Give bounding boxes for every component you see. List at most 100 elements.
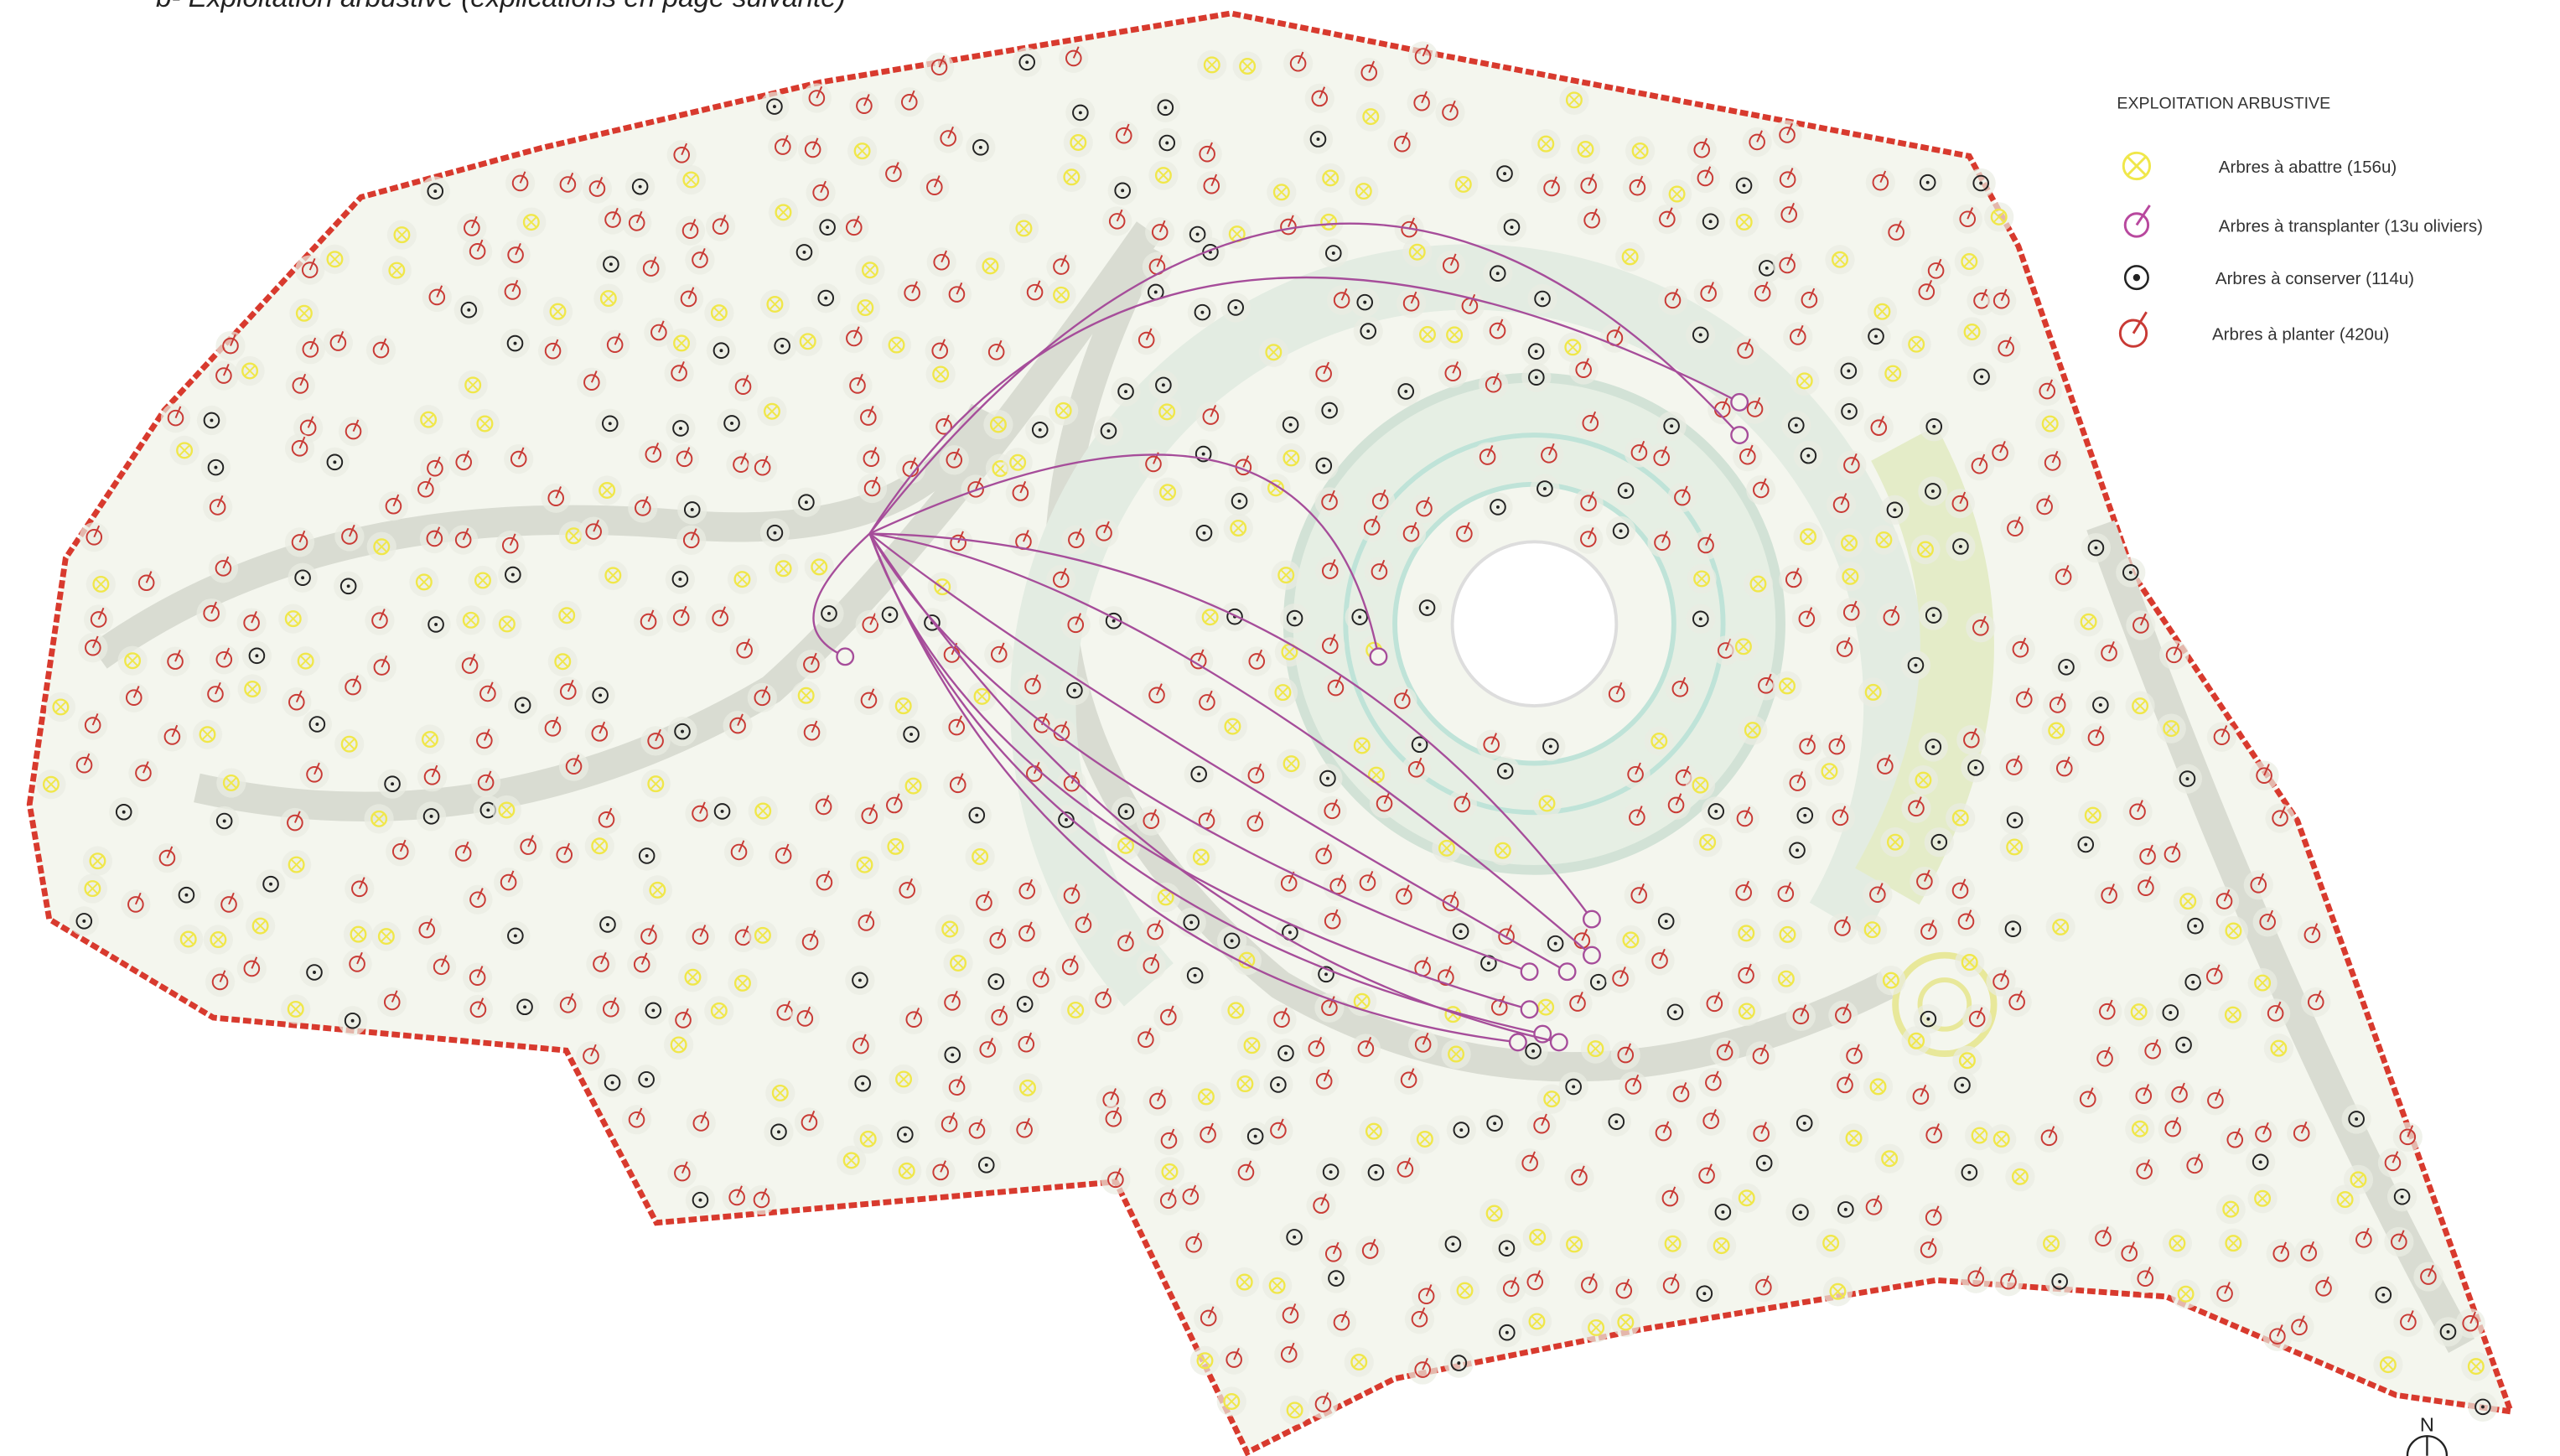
tree <box>1708 1197 1739 1227</box>
tree-symbol <box>1979 181 1983 185</box>
tree-symbol <box>2407 1125 2414 1137</box>
tree <box>2081 723 2112 753</box>
tree-symbol <box>1571 1168 1588 1186</box>
tree <box>578 516 609 547</box>
tree-symbol <box>1577 991 1583 1004</box>
tree <box>1646 443 1676 473</box>
tree-symbol <box>1322 1163 1340 1180</box>
tree-symbol <box>956 715 963 728</box>
tree <box>2078 801 2108 831</box>
tree-symbol <box>1692 776 1709 794</box>
tree-symbol <box>2096 1049 2113 1067</box>
tree-canopy <box>132 567 162 598</box>
tree-symbol <box>671 365 687 381</box>
tree-symbol <box>1246 1039 1258 1051</box>
tree <box>1153 1126 1184 1156</box>
tree-symbol <box>1927 262 1945 279</box>
tree-symbol <box>1334 676 1342 688</box>
tree <box>1230 1267 1260 1298</box>
tree <box>381 255 412 286</box>
tree-symbol <box>1075 613 1082 625</box>
tree-symbol <box>1120 840 1132 852</box>
tree-symbol <box>1159 484 1177 501</box>
tree-symbol <box>692 805 708 822</box>
tree-symbol <box>863 450 880 467</box>
tree-symbol <box>2051 1273 2068 1290</box>
tree-symbol <box>673 147 690 163</box>
tree <box>1056 162 1086 192</box>
tree-symbol <box>2446 1329 2450 1334</box>
tree <box>1309 359 1339 389</box>
tree-symbol <box>2019 637 2027 650</box>
tree <box>879 790 909 821</box>
tree-symbol <box>1230 939 1234 943</box>
tree-canopy <box>2088 1223 2118 1253</box>
tree-symbol <box>604 211 621 228</box>
tree-symbol <box>2132 617 2149 634</box>
tree-symbol <box>501 536 519 554</box>
tree-symbol <box>770 1123 787 1141</box>
tree-canopy <box>1657 285 1688 315</box>
tree-symbol <box>1072 46 1080 59</box>
tree-symbol <box>1026 283 1044 301</box>
tree <box>1195 602 1226 632</box>
tree-symbol <box>1070 883 1078 896</box>
tree-symbol <box>1158 169 1169 181</box>
tree-canopy <box>78 633 108 663</box>
tree-symbol <box>1701 137 1708 151</box>
tree-symbol <box>761 455 769 469</box>
tree-symbol <box>381 930 392 942</box>
tree-symbol <box>650 778 661 790</box>
tree-symbol <box>544 342 562 360</box>
tree-symbol <box>513 341 517 345</box>
tree <box>1666 1079 1697 1109</box>
tree-symbol <box>560 683 577 700</box>
tree-symbol <box>1313 1197 1329 1214</box>
tree <box>1241 760 1271 790</box>
tree-symbol <box>2139 848 2156 865</box>
tree-symbol <box>2314 990 2322 1003</box>
tree-symbol <box>2352 1174 2365 1185</box>
tree-symbol <box>1834 920 1851 936</box>
tree-symbol <box>427 183 444 199</box>
tree-symbol <box>1912 1088 1930 1105</box>
tree-symbol <box>1402 884 1410 897</box>
tree <box>759 91 790 122</box>
tree-symbol <box>1886 501 1904 519</box>
tree-symbol <box>674 1164 691 1182</box>
tree <box>851 908 881 938</box>
tree-symbol <box>1359 874 1376 891</box>
tree-symbol <box>1992 444 2008 461</box>
tree-symbol <box>2007 520 2024 537</box>
tree-symbol <box>1870 419 1888 436</box>
tree-symbol <box>1543 1091 1561 1108</box>
tree-symbol <box>2095 726 2102 738</box>
tree-symbol <box>1485 376 1502 393</box>
tree-symbol <box>2023 687 2030 700</box>
tree-symbol <box>1908 1032 1925 1049</box>
tree-symbol <box>812 184 829 201</box>
tree-symbol <box>294 569 311 587</box>
tree <box>1224 486 1255 516</box>
tree <box>896 719 926 749</box>
tree-symbol <box>2012 640 2029 658</box>
tree-symbol <box>1195 851 1207 863</box>
tree-symbol <box>1331 251 1335 255</box>
tree-symbol <box>909 457 917 469</box>
tree-symbol <box>863 94 870 106</box>
tree-symbol <box>856 97 873 114</box>
tree <box>2125 691 2155 721</box>
tree-symbol <box>1321 402 1338 419</box>
tree-symbol <box>2000 288 2008 302</box>
tree-symbol <box>1567 341 1578 353</box>
tree-symbol <box>1019 480 1027 494</box>
tree <box>1615 925 1646 956</box>
tree-symbol <box>1910 339 1922 350</box>
tree <box>1881 217 1911 247</box>
tree-symbol <box>1237 499 1241 503</box>
tree <box>857 473 888 504</box>
tree <box>598 205 628 235</box>
tree-symbol <box>1779 256 1796 274</box>
tree-symbol <box>1993 1130 2010 1148</box>
tree-symbol <box>757 805 769 817</box>
